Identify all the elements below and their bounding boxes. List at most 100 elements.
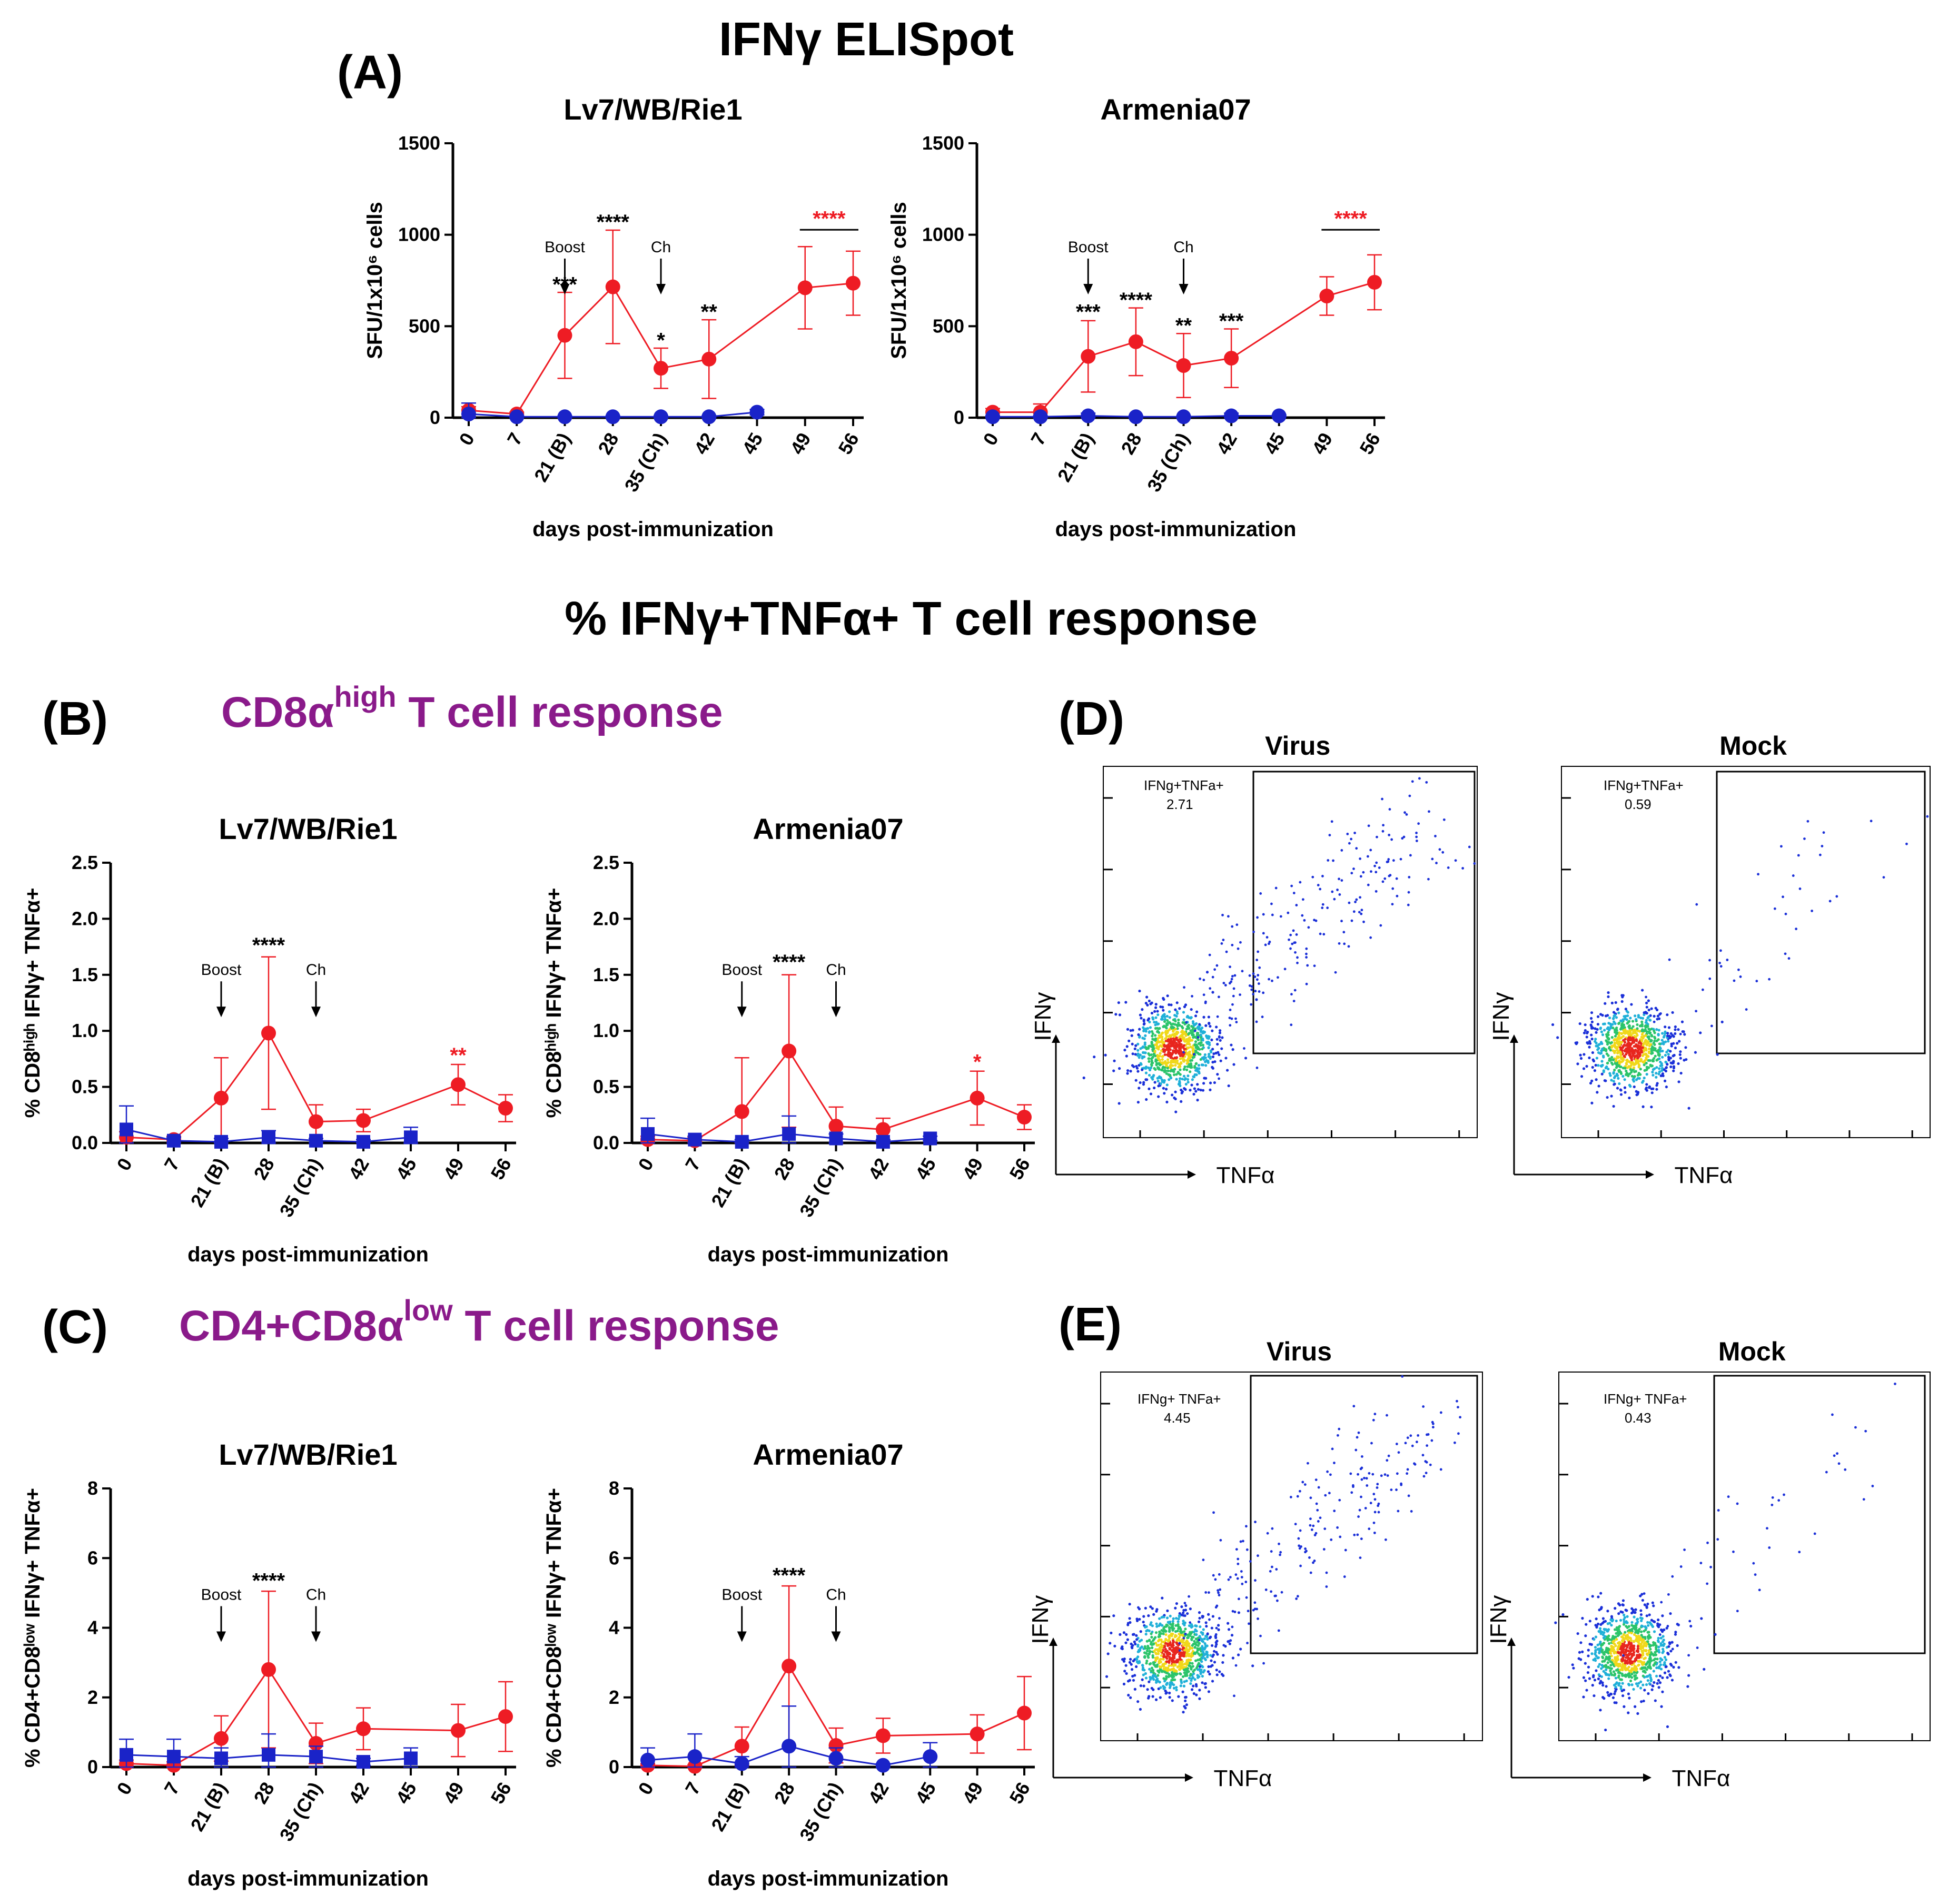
event-dot [1619,1051,1622,1054]
event-dot [1128,1617,1131,1620]
event-dot [1166,1069,1170,1072]
event-dot [1679,1565,1683,1568]
event-dot [1175,1045,1179,1048]
x-tick-label: 56 [1005,1155,1034,1183]
event-dot [1219,1029,1222,1032]
event-dot [1616,1031,1619,1034]
event-dot [1153,1050,1156,1053]
event-dot [1315,1502,1318,1505]
event-dot [1674,1661,1677,1664]
event-dot [1297,1537,1300,1540]
event-dot [1159,1005,1162,1009]
event-dot [1194,1683,1198,1686]
event-dot [1182,1051,1185,1054]
event-dot [1215,1626,1218,1630]
event-dot [1160,1629,1163,1632]
event-dot [1125,1045,1129,1048]
event-dot [1732,1550,1735,1553]
event-dot [1664,1025,1667,1029]
event-dot [1145,1098,1148,1101]
event-dot [1610,1055,1614,1059]
event-dot [1182,1646,1185,1650]
data-point [782,1127,796,1141]
event-dot [1325,1585,1328,1588]
event-dot [1210,1050,1213,1054]
event-dot [1189,1045,1192,1049]
event-dot [1191,1665,1194,1668]
event-dot [1597,1622,1600,1625]
event-dot [1833,1454,1836,1457]
event-dot [1216,1042,1219,1046]
event-dot [1630,1683,1634,1686]
event-dot [1429,1463,1432,1466]
event-dot [1672,1067,1676,1070]
event-dot [1203,1053,1207,1057]
event-dot [1182,1011,1185,1014]
event-dot [1153,1010,1156,1013]
event-dot [1134,1665,1138,1668]
event-dot [1141,1668,1144,1671]
x-tick-label: 49 [958,1779,987,1808]
event-dot [1602,1670,1605,1673]
event-dot [1322,1548,1326,1551]
x-tick-label: 21 (B) [186,1155,231,1211]
event-dot [1621,1603,1625,1607]
event-dot [1627,1656,1630,1660]
event-dot [1870,820,1873,823]
event-dot [1207,1690,1211,1693]
panel-label-d: (D) [1059,693,1124,745]
event-dot [1624,1067,1627,1070]
event-dot [1703,1668,1706,1671]
event-dot [1642,1053,1645,1056]
event-dot [1630,1627,1634,1631]
event-dot [1161,1005,1164,1009]
event-dot [1634,1677,1637,1680]
event-dot [1202,993,1205,997]
plot-frame [1561,766,1931,1138]
event-dot [1650,1106,1653,1109]
event-dot [1657,1048,1660,1052]
event-dot [1614,1607,1617,1610]
event-dot [1337,1434,1339,1437]
event-dot [1669,1650,1673,1653]
event-dot [1396,894,1399,897]
data-point [261,1662,276,1677]
event-dot [1610,1001,1614,1004]
event-dot [1663,1656,1667,1659]
event-dot [1270,1590,1273,1593]
event-dot [1158,1617,1161,1620]
event-dot [1265,936,1269,939]
event-dot [1248,974,1251,977]
event-dot [1162,1025,1165,1029]
event-dot [1716,1053,1719,1056]
event-dot [1229,1024,1232,1027]
event-dot [1613,1628,1617,1631]
annotation-arrow-head [311,1631,321,1642]
event-dot [1179,1684,1182,1688]
x-tick-label: 7 [1026,429,1051,449]
event-dot [1279,1551,1282,1554]
series-control [640,1705,938,1773]
event-dot [1136,1070,1140,1073]
event-dot [1601,1633,1605,1636]
event-dot [1124,1001,1128,1004]
significance-stars: *** [1219,310,1244,333]
event-dot [1371,1473,1374,1476]
event-dot [1798,1551,1801,1554]
event-dot [1164,1088,1168,1091]
event-dot [1609,1027,1612,1030]
event-dot [1220,942,1223,945]
event-dot [1644,1034,1647,1037]
event-dot [1620,1689,1624,1692]
event-dot [1652,1073,1655,1077]
event-dot [1678,1040,1681,1043]
event-dot [1309,1571,1312,1574]
event-dot [1628,1072,1631,1076]
event-dot [1627,1652,1631,1655]
event-dot [1653,1642,1656,1646]
event-dot [1163,1079,1166,1082]
event-dot [1227,1578,1230,1581]
event-dot [1321,903,1324,906]
event-dot [1196,1051,1200,1054]
event-dot [1166,1067,1169,1070]
